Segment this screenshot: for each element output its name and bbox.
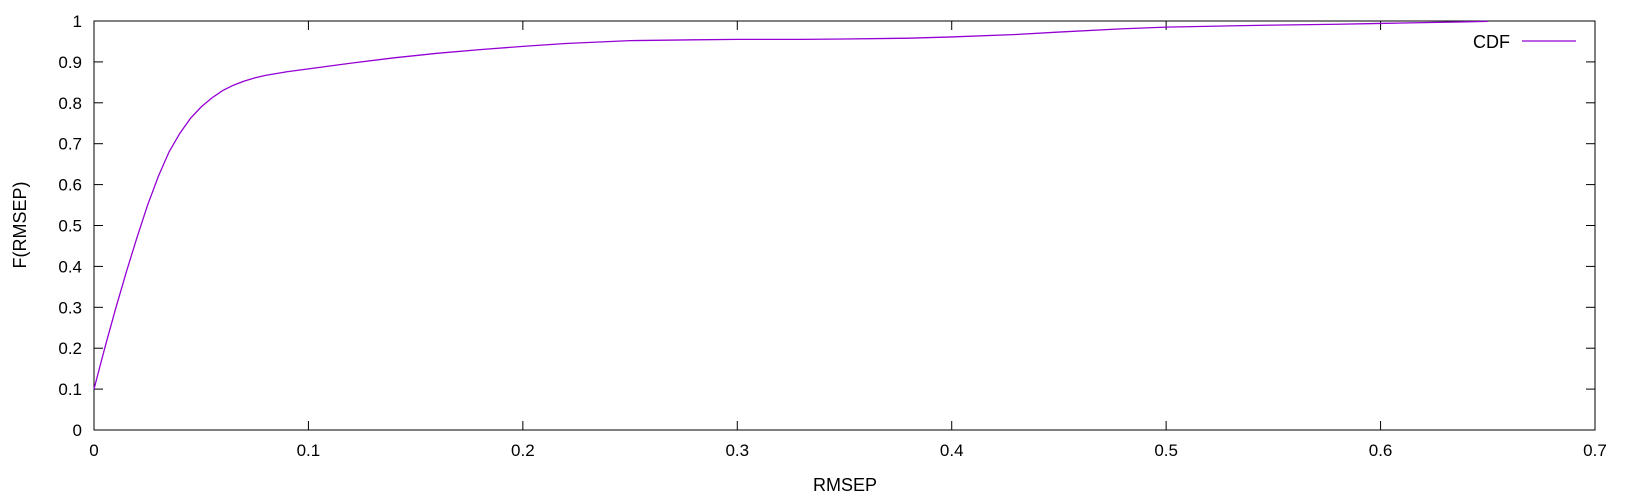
x-tick-label: 0.3 (725, 441, 749, 460)
legend: CDF (1473, 32, 1576, 52)
y-tick-label: 0.7 (58, 135, 82, 154)
y-tick-label: 0.4 (58, 257, 82, 276)
x-tick-label: 0.1 (297, 441, 321, 460)
y-tick-label: 1 (73, 12, 82, 31)
y-tick-label: 0.3 (58, 298, 82, 317)
x-tick-label: 0.6 (1369, 441, 1393, 460)
legend-label-cdf: CDF (1473, 32, 1510, 52)
series-line-cdf (93, 20, 1488, 390)
y-tick-label: 0.2 (58, 339, 82, 358)
y-axis-label: F(RMSEP) (10, 182, 30, 269)
y-tick-label: 0.6 (58, 176, 82, 195)
y-tick-label: 0 (73, 421, 82, 440)
x-tick-label: 0.7 (1583, 441, 1607, 460)
x-tick-label: 0.4 (940, 441, 964, 460)
plot-frame (93, 20, 1596, 431)
x-tick-label: 0 (89, 441, 98, 460)
y-tick-label: 0.1 (58, 380, 82, 399)
y-tick-label: 0.5 (58, 217, 82, 236)
axis-ticks (93, 20, 1596, 431)
x-axis-label: RMSEP (813, 475, 877, 495)
x-tick-label: 0.5 (1154, 441, 1178, 460)
y-tick-label: 0.9 (58, 53, 82, 72)
x-tick-label: 0.2 (511, 441, 535, 460)
y-tick-label: 0.8 (58, 94, 82, 113)
tick-labels: 0 0.1 0.2 0.3 0.4 0.5 0.6 0.7 0 0.1 0.2 0.3 0.4 0.5 0.… (58, 12, 1606, 460)
